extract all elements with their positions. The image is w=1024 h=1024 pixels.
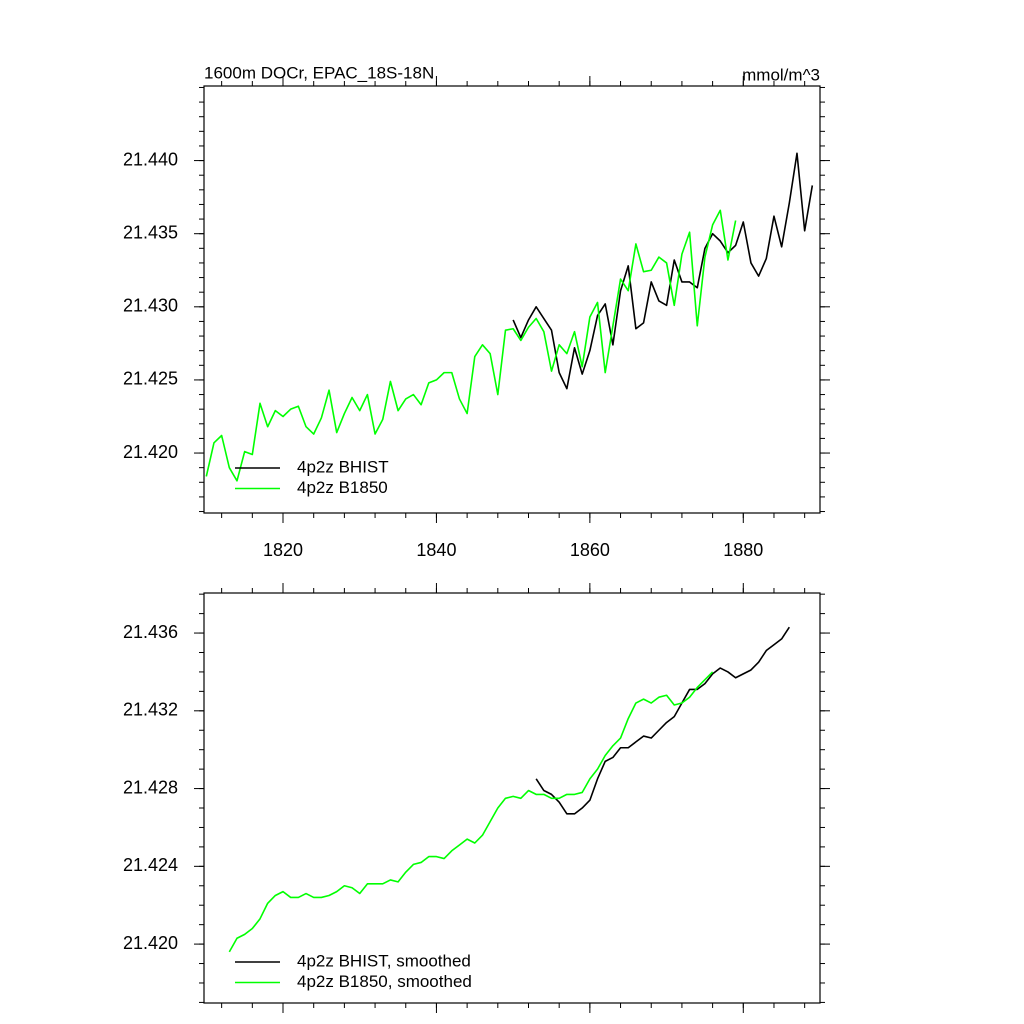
legend-label: 4p2z BHIST [297,457,389,476]
y-tick-label: 21.435 [123,222,178,242]
y-tick-label: 21.424 [123,855,178,875]
y-tick-label: 21.420 [123,933,178,953]
x-tick-label: 1820 [263,540,303,560]
y-tick-label: 21.425 [123,369,178,389]
legend-label: 4p2z B1850 [297,478,388,497]
y-tick-label: 21.430 [123,296,178,316]
x-tick-label: 1840 [416,540,456,560]
legend-label: 4p2z B1850, smoothed [297,972,472,991]
units-label: mmol/m^3 [742,65,820,84]
y-tick-label: 21.440 [123,149,178,169]
y-tick-label: 21.432 [123,700,178,720]
legend-label: 4p2z BHIST, smoothed [297,951,471,970]
data-line [512,152,814,390]
chart-title: 1600m DOCr, EPAC_18S-18N [204,63,434,82]
y-tick-label: 21.436 [123,622,178,642]
data-line [535,626,790,815]
y-tick-label: 21.420 [123,442,178,462]
data-line [228,671,714,953]
y-tick-label: 21.428 [123,777,178,797]
x-tick-label: 1880 [723,540,763,560]
plot-frame [203,85,821,514]
plot-frame [203,592,821,1004]
data-line [205,209,737,482]
x-tick-label: 1860 [570,540,610,560]
